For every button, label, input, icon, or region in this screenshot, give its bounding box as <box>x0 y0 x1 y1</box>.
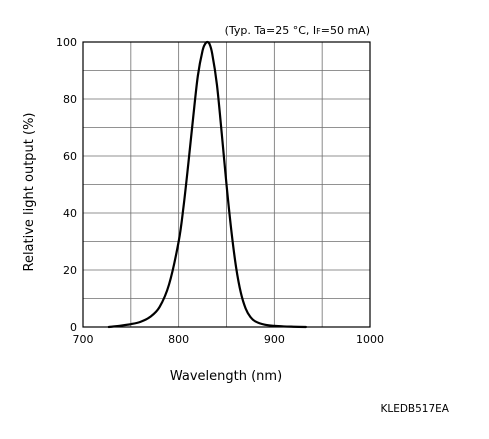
tick-labels: 700 800 900 1000 0 20 40 60 80 100 <box>56 36 384 346</box>
y-axis-title: Relative light output (%) <box>22 112 37 271</box>
y-tick-label: 100 <box>56 36 77 49</box>
y-tick-label: 60 <box>63 150 77 163</box>
y-tick-label: 20 <box>63 264 77 277</box>
x-tick-label: 800 <box>168 333 189 346</box>
conditions-suffix: =50 mA) <box>321 24 370 37</box>
grid-layer <box>83 42 370 327</box>
spectral-curve-line <box>107 40 308 329</box>
y-tick-label: 40 <box>63 207 77 220</box>
part-code-label: KLEDB517EA <box>380 403 449 415</box>
y-tick-label: 0 <box>70 321 77 334</box>
x-tick-label: 1000 <box>356 333 384 346</box>
x-axis-title: Wavelength (nm) <box>170 369 282 384</box>
conditions-subscript: F <box>316 27 321 36</box>
x-tick-label: 700 <box>73 333 94 346</box>
plot-frame <box>82 41 371 328</box>
measurement-conditions: (Typ. Ta=25 °C, IF=50 mA) <box>225 24 370 37</box>
y-tick-label: 80 <box>63 93 77 106</box>
conditions-prefix: (Typ. Ta=25 °C, I <box>225 24 317 37</box>
x-tick-label: 900 <box>264 333 285 346</box>
